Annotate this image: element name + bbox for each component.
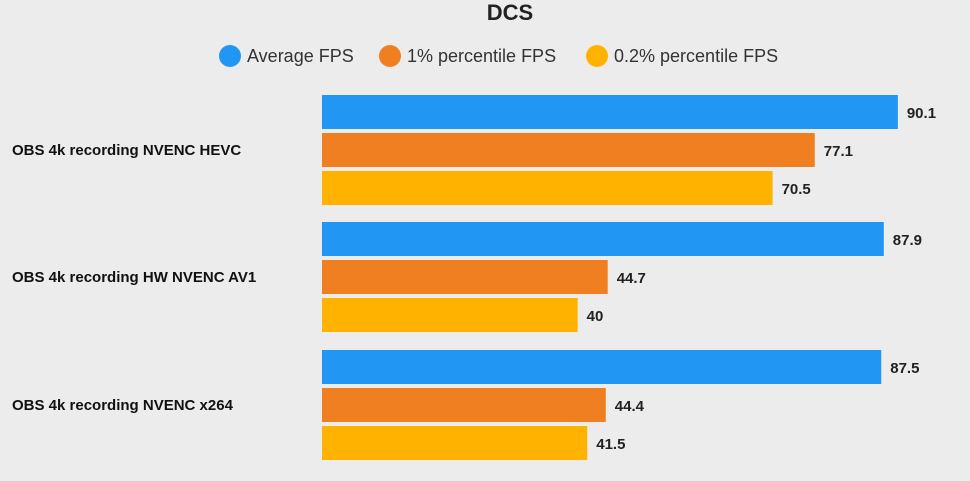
value-labels: 90.1 77.1 70.5 87.9 44.7 40 87.5 44.4 41.5 bbox=[587, 105, 936, 453]
value-label-obs-4k-recording-nvenc-hevc-1-percentile-fps: 77.1 bbox=[824, 143, 853, 160]
value-label-obs-4k-recording-nvenc-hevc-0-2-percentile-fps: 70.5 bbox=[782, 181, 811, 198]
bar-obs-4k-recording-nvenc-x264-0-2-percentile-fps bbox=[322, 426, 588, 460]
bar-obs-4k-recording-hw-nvenc-av1-1-percentile-fps bbox=[322, 260, 608, 294]
bar-obs-4k-recording-nvenc-hevc-average-fps bbox=[322, 95, 898, 129]
legend-label-average-fps: Average FPS bbox=[247, 46, 354, 66]
legend: Average FPS 1% percentile FPS 0.2% percent… bbox=[219, 45, 778, 67]
category-labels: OBS 4k recording NVENC HEVC OBS 4k record… bbox=[12, 142, 256, 414]
value-label-obs-4k-recording-nvenc-hevc-average-fps: 90.1 bbox=[907, 105, 936, 122]
bars bbox=[322, 95, 898, 460]
value-label-obs-4k-recording-hw-nvenc-av1-average-fps: 87.9 bbox=[893, 232, 922, 249]
legend-label-1-percentile-fps: 1% percentile FPS bbox=[407, 46, 556, 66]
bar-obs-4k-recording-nvenc-x264-average-fps bbox=[322, 350, 882, 384]
category-label-obs-4k-recording-nvenc-x264: OBS 4k recording NVENC x264 bbox=[12, 397, 234, 414]
category-label-obs-4k-recording-nvenc-hevc: OBS 4k recording NVENC HEVC bbox=[12, 142, 241, 159]
legend-marker-1-percentile-fps bbox=[379, 45, 401, 67]
legend-marker-0-2-percentile-fps bbox=[586, 45, 608, 67]
legend-marker-average-fps bbox=[219, 45, 241, 67]
bar-obs-4k-recording-hw-nvenc-av1-0-2-percentile-fps bbox=[322, 298, 578, 332]
bar-obs-4k-recording-hw-nvenc-av1-average-fps bbox=[322, 222, 884, 256]
legend-label-0-2-percentile-fps: 0.2% percentile FPS bbox=[614, 46, 778, 66]
value-label-obs-4k-recording-hw-nvenc-av1-1-percentile-fps: 44.7 bbox=[617, 270, 646, 287]
value-label-obs-4k-recording-nvenc-x264-average-fps: 87.5 bbox=[890, 360, 919, 377]
category-label-obs-4k-recording-hw-nvenc-av1: OBS 4k recording HW NVENC AV1 bbox=[12, 269, 256, 286]
bar-obs-4k-recording-nvenc-hevc-1-percentile-fps bbox=[322, 133, 815, 167]
value-label-obs-4k-recording-hw-nvenc-av1-0-2-percentile-fps: 40 bbox=[587, 308, 604, 325]
bar-obs-4k-recording-nvenc-x264-1-percentile-fps bbox=[322, 388, 606, 422]
value-label-obs-4k-recording-nvenc-x264-0-2-percentile-fps: 41.5 bbox=[596, 436, 625, 453]
chart-title: DCS bbox=[487, 0, 533, 25]
value-label-obs-4k-recording-nvenc-x264-1-percentile-fps: 44.4 bbox=[615, 398, 645, 415]
bar-obs-4k-recording-nvenc-hevc-0-2-percentile-fps bbox=[322, 171, 773, 205]
